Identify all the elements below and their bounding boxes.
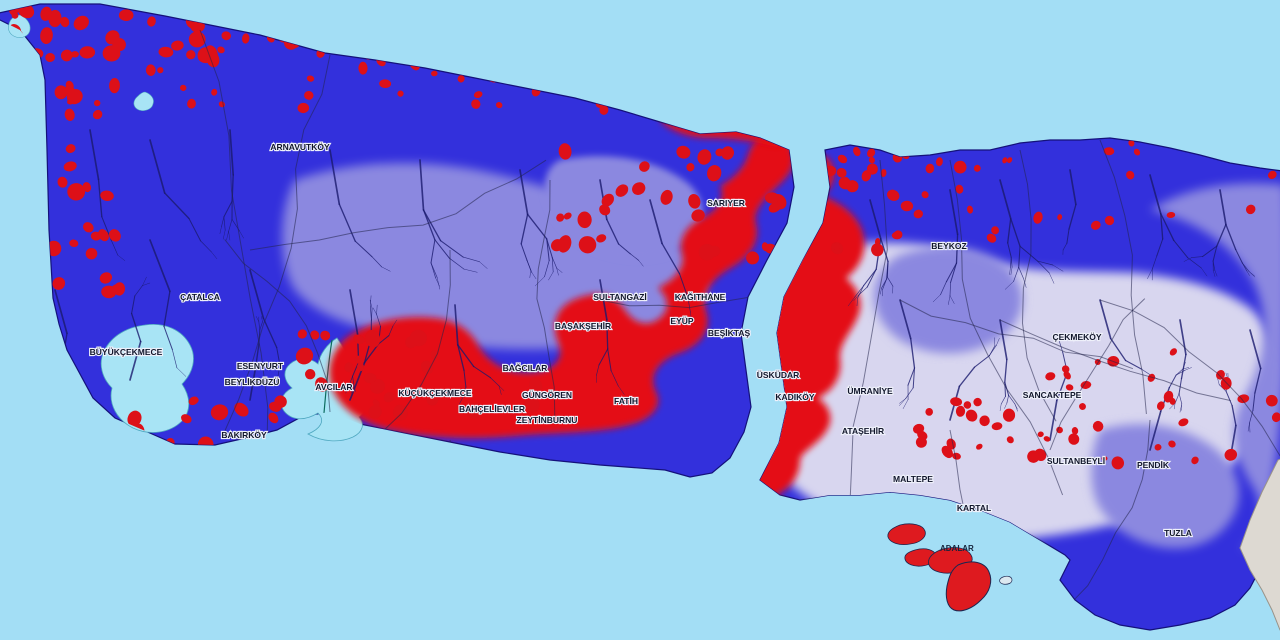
svg-text:ZEYTİNBURNU: ZEYTİNBURNU (517, 415, 578, 425)
svg-text:BEYLİKDÜZÜ: BEYLİKDÜZÜ (225, 377, 280, 387)
svg-text:KARTAL: KARTAL (957, 503, 991, 513)
svg-text:PENDİK: PENDİK (1137, 460, 1170, 470)
svg-text:TUZLA: TUZLA (1164, 528, 1192, 538)
svg-text:SANCAKTEPE: SANCAKTEPE (1023, 390, 1082, 400)
svg-text:ADALAR: ADALAR (940, 544, 974, 553)
svg-text:ÜSKÜDAR: ÜSKÜDAR (757, 370, 800, 380)
svg-text:AVCILAR: AVCILAR (315, 382, 352, 392)
svg-text:MALTEPE: MALTEPE (893, 474, 933, 484)
svg-text:SARIYER: SARIYER (707, 198, 745, 208)
svg-text:FATİH: FATİH (614, 396, 638, 406)
svg-text:SULTANGAZİ: SULTANGAZİ (593, 292, 647, 302)
svg-text:ESENYURT: ESENYURT (237, 361, 284, 371)
svg-text:BAHÇELİEVLER: BAHÇELİEVLER (459, 404, 525, 414)
svg-text:BAKIRKÖY: BAKIRKÖY (221, 430, 267, 440)
svg-text:ÜMRANİYE: ÜMRANİYE (847, 386, 893, 396)
svg-text:BEYKOZ: BEYKOZ (931, 241, 966, 251)
svg-text:KAĞITHANE: KAĞITHANE (675, 291, 726, 302)
svg-text:ARNAVUTKÖY: ARNAVUTKÖY (270, 142, 330, 152)
svg-text:EYÜP: EYÜP (670, 316, 693, 326)
svg-text:KADIKÖY: KADIKÖY (775, 392, 815, 402)
svg-text:ÇATALCA: ÇATALCA (180, 292, 220, 302)
svg-text:BÜYÜKÇEKMECE: BÜYÜKÇEKMECE (90, 347, 163, 357)
svg-text:ÇEKMEKÖY: ÇEKMEKÖY (1052, 332, 1101, 342)
svg-text:BAĞCILAR: BAĞCILAR (503, 362, 548, 373)
svg-text:GÜNGÖREN: GÜNGÖREN (522, 390, 572, 400)
svg-text:ATAŞEHİR: ATAŞEHİR (842, 426, 884, 436)
svg-text:BAŞAKŞEHİR: BAŞAKŞEHİR (555, 321, 611, 331)
svg-text:KÜÇÜKÇEKMECE: KÜÇÜKÇEKMECE (398, 388, 472, 398)
svg-text:SULTANBEYLİ: SULTANBEYLİ (1047, 456, 1105, 466)
svg-text:BEŞİKTAŞ: BEŞİKTAŞ (708, 328, 751, 338)
